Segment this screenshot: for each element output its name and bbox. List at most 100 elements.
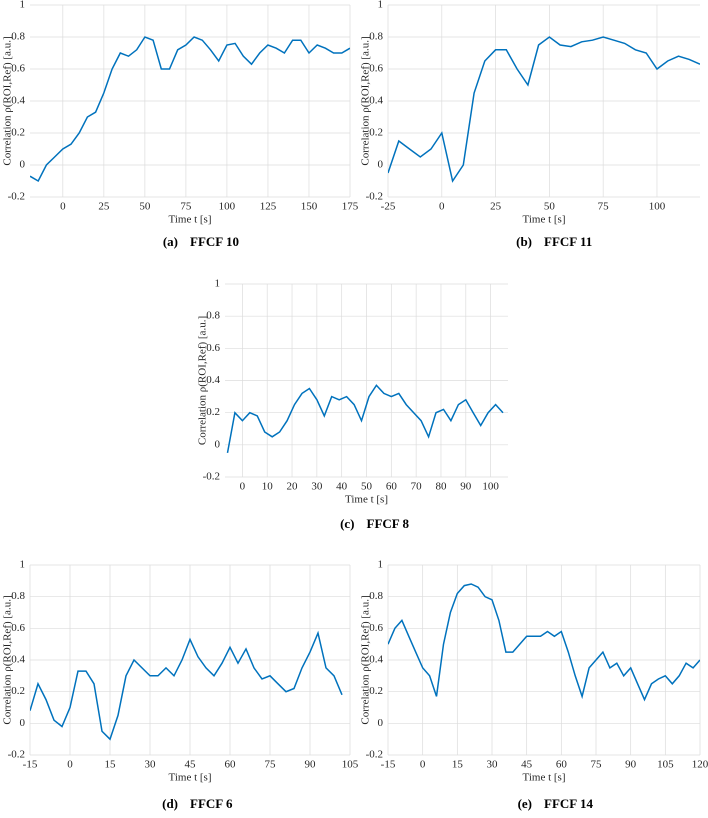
x-tick-label: 20 [287,481,299,493]
x-tick-label: 75 [598,201,610,213]
x-tick-label: 25 [490,201,502,213]
caption: FFCF 8 [367,516,410,531]
y-tick-label: 0.2 [11,127,25,139]
x-tick-label: 105 [657,759,674,771]
plot [30,630,343,741]
y-tick-label: 0 [378,717,384,729]
y-tick-label: 0.2 [11,685,25,697]
y-axis-label: Correlation ρ(ROI,Ref) [a.u.] [360,595,372,724]
y-tick-label: 0.6 [369,622,383,634]
x-tick-label: 120 [692,759,708,771]
x-tick-label: 50 [361,481,373,493]
y-tick-label: 0.8 [11,590,25,602]
y-tick-label: 0 [215,438,221,450]
y-tick-label: 0 [20,717,26,729]
y-tick-label: 0.4 [11,95,25,107]
data-line [388,36,700,183]
x-tick-label: 100 [649,201,666,213]
y-tick-label: 0.6 [11,622,25,634]
caption: FFCF 6 [190,796,233,811]
chart: -0.2 0 0.2 0.4 0.6 0.8 1 0 25 50 75 100 125 150 175 Tim… [2,0,359,249]
caption-label: (d) [162,796,178,811]
x-tick-label: 0 [439,201,445,213]
x-tick-label: 60 [386,481,398,493]
x-tick-label: 30 [145,759,157,771]
y-tick-label: 0 [378,159,384,171]
x-tick-label: 70 [411,481,423,493]
y-tick-label: 0.2 [206,406,220,418]
x-tick-label: 0 [60,201,66,213]
x-axis-label: Time t [s] [169,772,212,784]
x-tick-label: 75 [180,201,192,213]
chart: -0.200.20.40.60.810 10 20 30 40 50 60 70 80 90 100… [197,278,508,531]
y-tick-label: 0.6 [11,63,25,75]
y-tick-label: -0.2 [8,191,25,203]
x-tick-label: 100 [482,481,499,493]
y-tick-label: -0.2 [366,191,383,203]
x-tick-label: 15 [105,759,117,771]
y-tick-label: 0.8 [11,31,25,43]
y-axis-label: Correlation ρ(ROI,Ref) [a.u.] [2,36,14,165]
plot [226,384,504,454]
x-tick-label: 45 [185,759,197,771]
caption-label: (a) [163,234,178,249]
y-tick-label: 0.2 [369,127,383,139]
x-tick-label: 0 [67,759,73,771]
y-tick-label: 0.8 [369,590,383,602]
y-tick-label: 1 [378,559,384,571]
y-tick-label: 0.8 [206,310,220,322]
x-tick-label: -15 [23,759,38,771]
y-tick-label: 0.6 [206,342,220,354]
caption-label: (b) [516,234,532,249]
x-tick-label: 45 [521,759,533,771]
x-tick-label: 0 [240,481,246,493]
x-tick-label: 15 [452,759,464,771]
y-tick-label: 1 [215,278,221,290]
y-tick-label: 0.4 [11,654,25,666]
x-tick-label: 105 [342,759,359,771]
x-tick-label: 60 [556,759,568,771]
chart: -0.2 0 0.2 0.4 0.6 0.8 1 -15 0 15 30 45 60 75 90 105 Tim… [2,559,359,811]
x-tick-label: -15 [381,759,396,771]
y-tick-label: 0.4 [369,95,383,107]
caption: FFCF 14 [544,796,593,811]
x-tick-label: 40 [336,481,348,493]
y-tick-label: 0.4 [206,374,220,386]
x-tick-label: 50 [544,201,556,213]
x-tick-label: -25 [381,201,396,213]
y-axis-label: Correlation ρ(ROI,Ref) [a.u.] [2,595,14,724]
x-tick-label: 175 [342,201,359,213]
y-tick-label: 0.4 [369,654,383,666]
x-tick-label: 0 [420,759,426,771]
plot [388,36,700,183]
x-axis-label: Time t [s] [169,214,212,226]
x-tick-label: 90 [460,481,472,493]
x-tick-label: 75 [265,759,277,771]
data-line [30,630,343,741]
y-tick-label: 0 [20,159,26,171]
x-axis-label: Time t [s] [523,772,566,784]
y-tick-label: 0.8 [369,31,383,43]
x-tick-label: 25 [98,201,110,213]
y-tick-label: 1 [20,559,26,571]
chart: -0.2 0 0.2 0.4 0.6 0.8 1 -25 0 25 50 75 100 Time t [s… [360,0,700,249]
x-tick-label: 90 [305,759,317,771]
y-tick-label: 0.2 [369,685,383,697]
x-tick-label: 90 [625,759,637,771]
data-line [226,384,504,454]
y-axis-label: Correlation ρ(ROI,Ref) [a.u.] [360,36,372,165]
x-axis-label: Time t [s] [523,214,566,226]
x-axis-label: Time t [s] [345,494,388,506]
y-tick-label: -0.2 [203,471,220,483]
x-tick-label: 60 [225,759,237,771]
x-tick-label: 30 [487,759,499,771]
x-tick-label: 30 [311,481,323,493]
y-tick-label: 1 [378,0,384,11]
x-tick-label: 10 [262,481,274,493]
plot [30,36,350,183]
chart: -0.2 0 0.2 0.4 0.6 0.8 1 -15 0 15 30 45 60 75 90 105 120… [360,559,708,811]
caption-label: (e) [518,796,532,811]
x-tick-label: 100 [219,201,236,213]
y-tick-label: 0.6 [369,63,383,75]
